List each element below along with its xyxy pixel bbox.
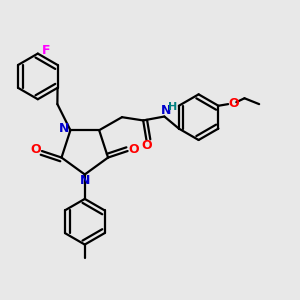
Text: F: F	[42, 44, 50, 58]
Text: O: O	[31, 142, 41, 156]
Text: H: H	[168, 102, 177, 112]
Text: N: N	[160, 104, 171, 117]
Text: O: O	[141, 140, 152, 152]
Text: N: N	[59, 122, 70, 135]
Text: O: O	[228, 97, 239, 110]
Text: O: O	[128, 142, 139, 156]
Text: N: N	[80, 174, 90, 187]
